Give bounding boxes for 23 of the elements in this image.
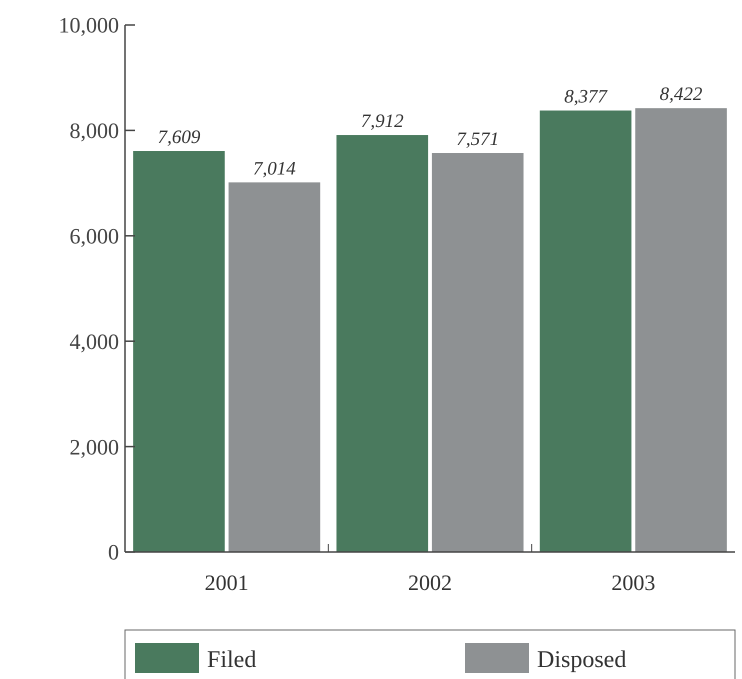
- text: 7,571: [456, 129, 500, 150]
- bar: [336, 135, 428, 552]
- text: 8,422: [660, 84, 702, 106]
- y-tick-label: 2,000: [70, 434, 119, 460]
- text: 7,609: [158, 127, 200, 148]
- bar: [432, 153, 524, 552]
- y-tick-label: 6,000: [70, 224, 119, 248]
- y-tick-label: 10,000: [58, 12, 119, 38]
- legend-label: Disposed: [537, 647, 626, 673]
- bar: [635, 108, 727, 552]
- legend-label: Filed: [207, 647, 256, 673]
- text: 8,377: [564, 86, 607, 108]
- bar: [540, 110, 632, 552]
- x-tick-label: 2001: [204, 570, 249, 595]
- bar: [228, 182, 320, 552]
- y-tick-label: 8,000: [70, 118, 119, 144]
- x-tick-label: 2002: [408, 570, 452, 595]
- x-tick-label: 2003: [611, 570, 656, 595]
- text: 7,912: [360, 111, 404, 132]
- y-tick-label: 4,000: [70, 328, 119, 354]
- y-tick-label: 0: [108, 540, 119, 565]
- text: 7,014: [253, 158, 296, 180]
- bar: [133, 151, 225, 552]
